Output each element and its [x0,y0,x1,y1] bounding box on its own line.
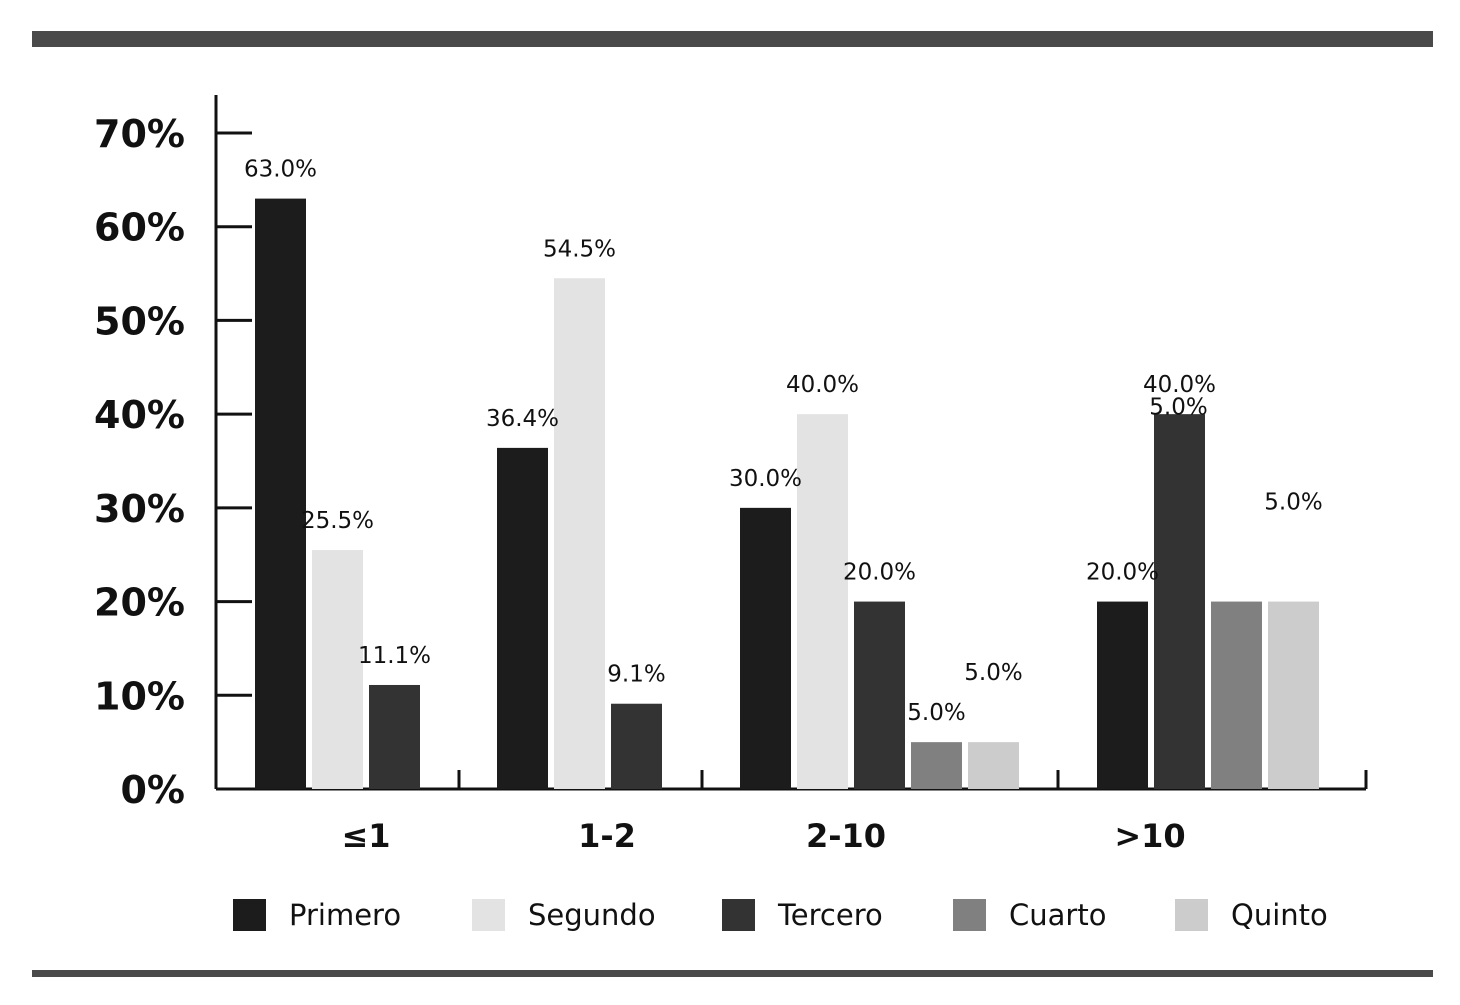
data-label: 20.0% [843,560,916,586]
legend-swatch-primero [233,899,266,931]
bar-primero [255,198,306,790]
chart-axes: 0% 10% 20% 30% 40% 50% 60% 70% ≤1 1-2 2-10 >10 [94,95,1368,855]
data-label: 9.1% [607,662,665,688]
x-tick-label: 2-10 [806,817,886,855]
legend-label-primero: Primero [289,898,401,932]
bar-tercero [854,601,905,789]
data-label: 40.0% [1143,372,1216,398]
y-tick-label: 60% [94,206,185,250]
bar-segundo [312,550,363,789]
legend-label-segundo: Segundo [528,898,656,932]
y-tick-label: 40% [94,393,185,437]
legend-label-tercero: Tercero [777,898,883,932]
legend-label-cuarto: Cuarto [1009,898,1106,932]
bar-tercero [611,703,662,789]
y-tick-label: 70% [94,112,185,156]
bar-quinto [968,742,1019,789]
data-label: 5.0% [964,660,1022,686]
bar-quinto [1268,601,1319,789]
chart-data-labels: 63.0% 25.5% 11.1% 36.4% 54.5% 9.1% 30.0% 40.0% 2… [244,157,1323,727]
legend-swatch-tercero [722,899,755,931]
bar-primero [740,507,791,789]
data-label: 36.4% [486,406,559,432]
bar-segundo [797,414,848,789]
data-label: 63.0% [244,157,317,183]
y-tick-label: 50% [94,299,185,343]
x-tick-label: 1-2 [578,817,636,855]
x-tick-label: ≤1 [341,817,390,855]
chart-legend: Primero Segundo Tercero Cuarto Quinto [233,898,1328,932]
bar-primero [1097,601,1148,789]
bar-tercero [369,684,420,789]
data-label: 25.5% [301,508,374,534]
bar-cuarto [911,742,962,789]
y-tick-label: 30% [94,487,185,531]
bar-primero [497,447,548,789]
x-tick-label: >10 [1114,817,1185,855]
bar-segundo [554,278,605,789]
data-label: 30.0% [729,466,802,492]
top-rule [32,31,1433,47]
y-tick-label: 20% [94,581,185,625]
data-label: 5.0% [1264,490,1322,516]
data-label: 5.0% [1149,395,1207,421]
data-label: 11.1% [358,643,431,669]
bar-cuarto [1211,601,1262,789]
legend-swatch-quinto [1175,899,1208,931]
legend-label-quinto: Quinto [1231,898,1328,932]
legend-swatch-segundo [472,899,505,931]
data-label: 20.0% [1086,560,1159,586]
y-tick-label: 10% [94,674,185,718]
data-label: 54.5% [543,236,616,262]
chart-bars [255,198,1319,790]
bar-tercero [1154,414,1205,789]
bottom-rule [32,970,1433,977]
data-label: 5.0% [907,700,965,726]
y-tick-label: 0% [120,768,185,812]
data-label: 40.0% [786,372,859,398]
legend-swatch-cuarto [953,899,986,931]
